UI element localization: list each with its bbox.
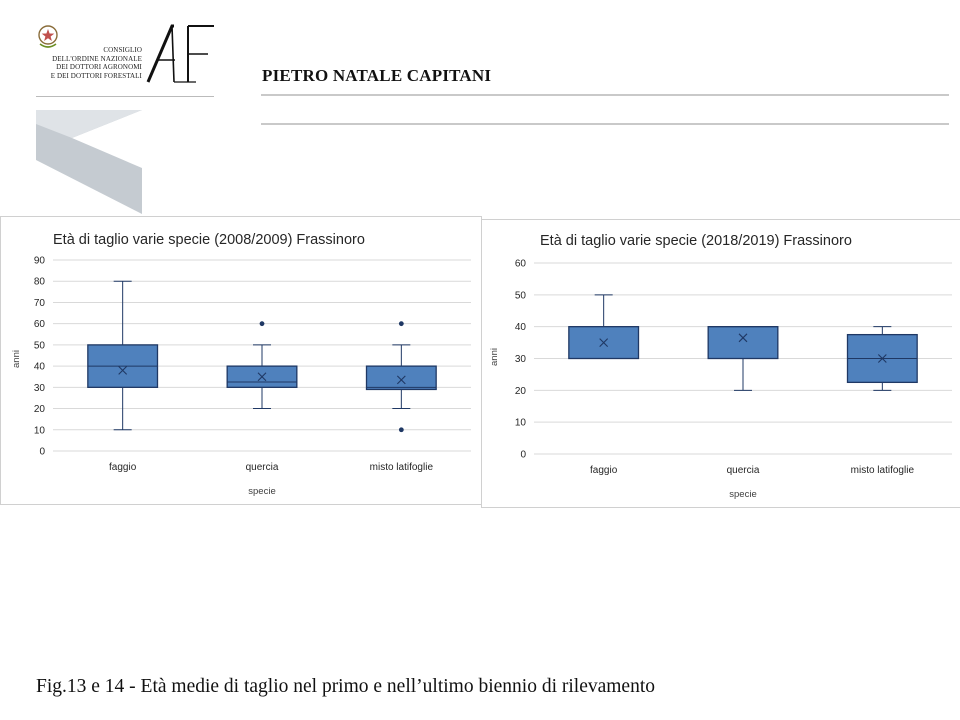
af-logo-mark bbox=[146, 24, 214, 83]
y-tick-label: 50 bbox=[515, 290, 527, 301]
box-misto-latifoglie bbox=[846, 326, 918, 391]
y-tick-label: 30 bbox=[515, 354, 527, 365]
y-tick-label: 50 bbox=[34, 340, 46, 351]
y-axis-label: anni bbox=[489, 348, 500, 366]
y-tick-label: 0 bbox=[520, 450, 526, 461]
y-tick-label: 40 bbox=[34, 362, 46, 373]
y-tick-labels: 0 10 20 30 40 50 60 bbox=[515, 259, 527, 461]
org-line: CONSIGLIO bbox=[103, 46, 142, 54]
box-faggio bbox=[87, 280, 159, 431]
logo-divider bbox=[36, 96, 214, 97]
box-faggio bbox=[568, 294, 640, 360]
header-rule bbox=[261, 123, 949, 125]
org-line: E DEI DOTTORI FORESTALI bbox=[50, 71, 142, 80]
org-line: DELL'ORDINE NAZIONALE bbox=[52, 54, 142, 63]
iqr-box bbox=[707, 326, 779, 360]
mean-marker bbox=[118, 365, 128, 375]
y-tick-label: 0 bbox=[39, 447, 45, 458]
boxplot-chart-2018-2019: Età di taglio varie specie (2018/2019) F… bbox=[481, 219, 960, 508]
y-tick-label: 90 bbox=[34, 256, 46, 267]
y-tick-label: 20 bbox=[515, 386, 527, 397]
y-tick-labels: 0 10 20 30 40 50 60 70 80 90 bbox=[34, 256, 46, 458]
decorative-chevron-shape bbox=[36, 110, 142, 214]
figure-caption: Fig.13 e 14 - Età medie di taglio nel pr… bbox=[36, 676, 655, 697]
x-tick-labels: faggio quercia misto latifoglie bbox=[109, 462, 433, 473]
mean-marker bbox=[738, 333, 748, 343]
y-tick-label: 10 bbox=[515, 418, 527, 429]
box-quercia bbox=[226, 321, 298, 410]
x-tick-label: misto latifoglie bbox=[851, 465, 915, 476]
box-series bbox=[568, 294, 918, 391]
iqr-box bbox=[365, 365, 437, 391]
mean-marker bbox=[257, 372, 267, 382]
chart-title: Età di taglio varie specie (2018/2019) F… bbox=[540, 233, 852, 249]
republic-emblem-icon bbox=[38, 25, 58, 48]
y-tick-label: 30 bbox=[34, 383, 46, 394]
mean-marker bbox=[877, 354, 887, 363]
y-tick-label: 10 bbox=[34, 425, 46, 436]
author-name: PIETRO NATALE CAPITANI bbox=[262, 66, 492, 85]
y-tick-label: 20 bbox=[34, 404, 46, 415]
box-series bbox=[87, 280, 437, 433]
x-tick-label: misto latifoglie bbox=[370, 462, 434, 473]
outlier-point bbox=[398, 427, 404, 433]
chart-svg-2: Età di taglio varie specie (2018/2019) F… bbox=[489, 233, 952, 500]
x-axis-label: specie bbox=[248, 486, 275, 497]
x-tick-label: faggio bbox=[109, 462, 137, 473]
org-line: DEI DOTTORI AGRONOMI bbox=[56, 63, 142, 71]
box-misto-latifoglie bbox=[365, 321, 437, 433]
x-axis-label: specie bbox=[729, 489, 756, 500]
y-tick-label: 40 bbox=[515, 322, 527, 333]
org-logo: CONSIGLIO DELL'ORDINE NAZIONALE DEI DOTT… bbox=[30, 18, 220, 100]
boxplot-chart-2008-2009: Età di taglio varie specie (2008/2009) F… bbox=[0, 216, 482, 505]
outlier-point bbox=[259, 321, 265, 327]
mean-marker bbox=[396, 375, 406, 385]
y-tick-label: 80 bbox=[34, 277, 46, 288]
x-tick-label: quercia bbox=[727, 465, 760, 476]
header-rule bbox=[261, 94, 949, 96]
org-name: CONSIGLIO DELL'ORDINE NAZIONALE DEI DOTT… bbox=[30, 46, 142, 80]
chart-svg-1: Età di taglio varie specie (2008/2009) F… bbox=[11, 232, 471, 497]
y-tick-label: 70 bbox=[34, 298, 46, 309]
mean-marker bbox=[599, 338, 609, 347]
y-tick-label: 60 bbox=[515, 259, 527, 270]
x-tick-labels: faggio quercia misto latifoglie bbox=[590, 465, 914, 476]
box-quercia bbox=[707, 326, 779, 391]
chart-title: Età di taglio varie specie (2008/2009) F… bbox=[53, 232, 365, 248]
y-axis-label: anni bbox=[11, 350, 22, 368]
x-tick-label: faggio bbox=[590, 465, 618, 476]
x-tick-label: quercia bbox=[246, 462, 279, 473]
y-tick-label: 60 bbox=[34, 319, 46, 330]
outlier-point bbox=[398, 321, 404, 327]
